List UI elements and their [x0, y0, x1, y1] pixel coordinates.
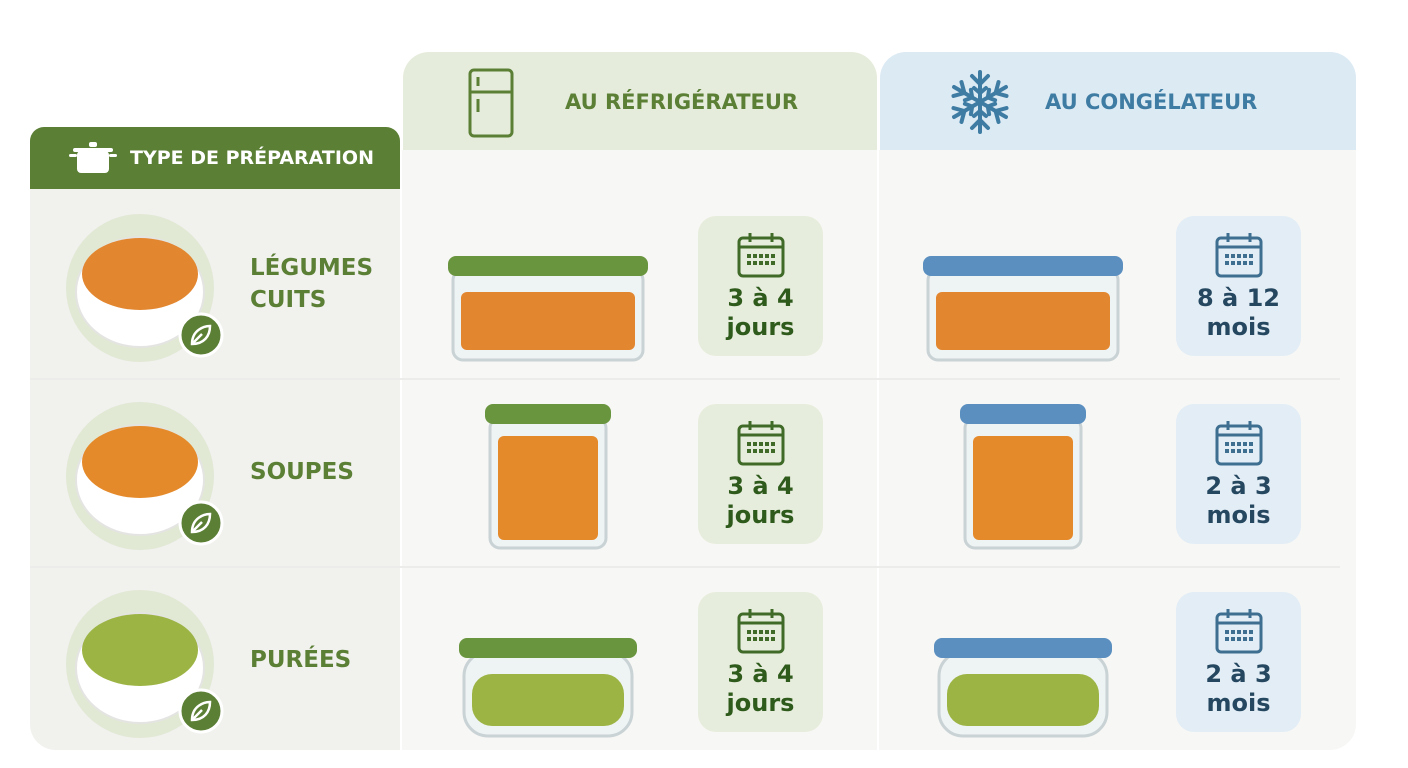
calendar-icon: [1215, 421, 1262, 466]
calendar-icon: [1215, 609, 1262, 654]
duration-amount: 3 à 4: [727, 660, 794, 688]
freezer-header-text: AU CONGÉLATEUR: [1045, 90, 1258, 114]
bowl-illustration: [66, 402, 224, 550]
food-bowl: [64, 212, 224, 366]
calendar-icon: [1215, 233, 1262, 278]
freezer-container: [923, 208, 1123, 372]
type-header-text: TYPE DE PRÉPARATION: [130, 147, 374, 169]
freezer-container: [923, 396, 1123, 560]
fridge-icon: [468, 68, 514, 138]
container-illustration: [485, 404, 611, 550]
fridge-badge: 3 à 4 jours: [698, 216, 823, 356]
row-divider: [30, 566, 1340, 568]
duration-amount: 3 à 4: [727, 472, 794, 500]
snowflake-icon: [948, 70, 1012, 134]
fridge-header-text: AU RÉFRIGÉRATEUR: [565, 90, 799, 114]
duration-unit: mois: [1206, 313, 1271, 341]
row-label: SOUPES: [250, 459, 354, 485]
duration-unit: jours: [726, 689, 795, 717]
calendar-icon: [737, 233, 784, 278]
container-illustration: [459, 638, 637, 738]
divider: [877, 150, 879, 750]
duration-amount: 2 à 3: [1205, 472, 1272, 500]
duration-amount: 2 à 3: [1205, 660, 1272, 688]
duration-unit: mois: [1206, 501, 1271, 529]
food-bowl: [64, 588, 224, 742]
row-label: LÉGUMES CUITS: [250, 255, 374, 313]
freezer-badge: 2 à 3 mois: [1176, 592, 1301, 732]
fridge-badge: 3 à 4 jours: [698, 592, 823, 732]
bowl-illustration: [66, 590, 224, 738]
duration-unit: jours: [726, 313, 795, 341]
duration-amount: 3 à 4: [727, 284, 794, 312]
freezer-header: AU CONGÉLATEUR: [880, 52, 1356, 150]
divider: [400, 150, 402, 750]
pot-icon: [69, 142, 117, 173]
fridge-container: [448, 584, 648, 748]
row-divider: [30, 378, 1340, 380]
row-label: PURÉES: [250, 647, 352, 673]
container-illustration: [934, 638, 1112, 738]
duration-amount: 8 à 12: [1196, 284, 1280, 312]
duration-unit: jours: [726, 501, 795, 529]
container-illustration: [923, 256, 1123, 362]
food-bowl: [64, 400, 224, 554]
fridge-container: [448, 396, 648, 560]
freezer-container: [923, 584, 1123, 748]
freezer-badge: 8 à 12 mois: [1176, 216, 1301, 356]
container-illustration: [448, 256, 648, 362]
duration-unit: mois: [1206, 689, 1271, 717]
bowl-illustration: [66, 214, 224, 362]
calendar-icon: [737, 609, 784, 654]
fridge-badge: 3 à 4 jours: [698, 404, 823, 544]
freezer-badge: 2 à 3 mois: [1176, 404, 1301, 544]
fridge-container: [448, 208, 648, 372]
fridge-header: AU RÉFRIGÉRATEUR: [403, 52, 877, 150]
calendar-icon: [737, 421, 784, 466]
type-header: TYPE DE PRÉPARATION: [30, 127, 400, 189]
container-illustration: [960, 404, 1086, 550]
